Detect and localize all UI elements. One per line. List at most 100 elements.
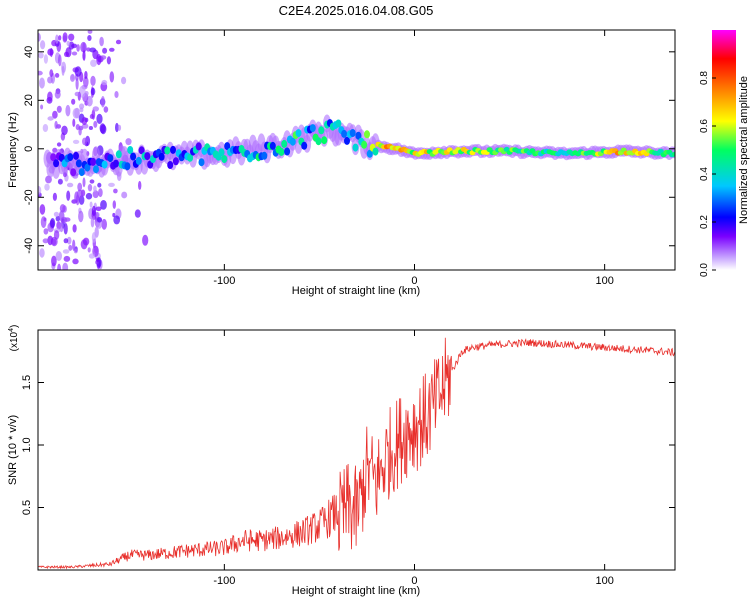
spectrum-noise-blob	[103, 106, 109, 113]
spectrum-ridge-blob	[218, 148, 225, 157]
spectrum-noise-blob	[98, 188, 103, 198]
spectrum-noise-blob	[57, 178, 63, 185]
spectrum-noise-blob	[78, 210, 84, 223]
spectrum-noise-blob	[60, 216, 68, 224]
colorbar-tick-label: 0.4	[699, 167, 710, 181]
spectrum-ridge-blob	[315, 137, 322, 146]
spectrum-noise-blob	[51, 238, 57, 246]
spectrum-noise-blob	[125, 138, 132, 146]
spectrum-noise-blob	[58, 54, 62, 67]
colorbar-tick-label: 0.6	[699, 119, 710, 133]
spectrum-noise-blob	[138, 180, 142, 190]
spectrum-ridge-blob	[93, 165, 99, 174]
spectrum-noise-blob	[88, 253, 95, 259]
spectrogram-y-axis-label: Frequency (Hz)	[7, 112, 19, 188]
spectrum-noise-blob	[79, 107, 84, 113]
colorbar-gradient	[712, 30, 736, 270]
spectrum-noise-blob	[87, 35, 92, 41]
spectrum-noise-blob	[109, 47, 115, 52]
spectrum-noise-blob	[89, 201, 93, 208]
spectrum-ridge-blob	[130, 152, 137, 161]
spectrum-noise-blob	[95, 257, 100, 262]
spectrum-noise-blob	[142, 234, 149, 246]
spectrum-noise-blob	[89, 179, 95, 184]
spectrum-noise-blob	[61, 65, 65, 76]
spectrum-noise-blob	[62, 35, 68, 43]
spectrum-noise-blob	[39, 204, 46, 215]
spectrum-noise-blob	[39, 77, 45, 89]
spectrum-ridge-blob	[284, 147, 291, 156]
spectrum-ridge-blob	[224, 142, 231, 151]
colorbar-tick-label: 0.8	[699, 71, 710, 85]
spectrum-ridge-blob	[344, 136, 350, 145]
spectrum-noise-blob	[76, 189, 83, 199]
snr-y-tick-label: 0.5	[21, 500, 33, 515]
spectrum-noise-blob	[59, 204, 66, 213]
colorbar-tick-label: 0.0	[699, 263, 710, 277]
spectrum-noise-blob	[114, 91, 119, 98]
snr-exponent-close: )	[9, 325, 20, 328]
spectrum-ridge-blob	[170, 145, 176, 154]
spectrum-ridge-blob	[50, 153, 57, 162]
spectrum-ridge-blob	[364, 130, 370, 139]
colorbar-ticks: 0.0 0.2 0.4 0.6 0.8	[699, 71, 716, 277]
spectrum-noise-blob	[53, 211, 60, 217]
spectrum-ridge-blob	[278, 147, 285, 156]
colorbar-tick-label: 0.2	[699, 215, 710, 229]
spectrum-noise-blob	[47, 76, 53, 84]
spectrum-noise-blob	[52, 147, 58, 153]
spectrum-noise-blob	[117, 124, 122, 131]
figure-title: C2E4.2025.016.04.08.G05	[279, 3, 434, 18]
spectrum-noise-blob	[87, 30, 93, 34]
spectrum-noise-blob	[51, 255, 57, 267]
spectrum-ridge-blob	[261, 151, 268, 160]
spectrum-noise-blob	[96, 113, 103, 124]
spectrum-noise-blob	[68, 33, 75, 41]
spectrum-noise-blob	[44, 183, 50, 191]
spectrum-noise-blob	[112, 212, 116, 218]
spectrum-noise-blob	[92, 106, 100, 112]
spectrum-noise-blob	[57, 263, 62, 270]
spectrum-noise-blob	[65, 104, 71, 117]
spectrum-noise-blob	[108, 182, 115, 187]
spectrum-noise-blob	[134, 209, 141, 218]
spectrum-noise-blob	[91, 109, 96, 120]
spectrum-ridge-blob	[657, 148, 664, 154]
spectrum-noise-blob	[93, 120, 98, 128]
spectrum-ridge-blob	[84, 163, 91, 172]
snr-exponent-label: (x104)	[8, 325, 20, 352]
spectrum-noise-blob	[56, 105, 62, 113]
spectrum-noise-blob	[74, 66, 82, 77]
spectrum-noise-blob	[115, 39, 122, 45]
spectrum-noise-blob	[55, 34, 59, 44]
spectrum-noise-blob	[52, 110, 58, 119]
spectrum-noise-blob	[71, 73, 75, 80]
spectrum-noise-blob	[54, 73, 60, 78]
spectrum-noise-blob	[84, 71, 88, 79]
snr-y-tick-label: 1.0	[21, 437, 33, 452]
spectrum-noise-blob	[47, 91, 53, 102]
spectrum-ridge-blob	[295, 129, 302, 138]
spectrum-noise-blob	[40, 104, 44, 110]
spectrum-noise-blob	[90, 59, 97, 67]
spectrogram-y-tick-label: 40	[23, 46, 35, 58]
spectrum-ridge-blob	[318, 126, 325, 135]
spectrum-noise-blob	[77, 182, 83, 192]
spectrogram-marks	[38, 30, 675, 270]
spectrum-ridge-blob	[335, 119, 342, 128]
spectrum-ridge-blob	[321, 136, 328, 145]
spectrum-noise-blob	[81, 117, 88, 125]
spectrum-ridge-blob	[221, 155, 228, 164]
spectrum-noise-blob	[43, 228, 49, 235]
spectrum-noise-blob	[80, 41, 87, 53]
spectrum-ridge-blob	[672, 151, 675, 157]
spectrum-noise-blob	[68, 244, 73, 251]
spectrogram-y-tick-label: -20	[23, 189, 35, 205]
spectrum-noise-blob	[100, 96, 105, 108]
spectrum-noise-blob	[66, 236, 72, 245]
spectrogram-x-tick-label: 0	[411, 275, 417, 287]
spectrogram-y-tick-label: -40	[23, 238, 35, 254]
spectrum-noise-blob	[71, 98, 76, 105]
spectrum-noise-blob	[72, 224, 77, 233]
